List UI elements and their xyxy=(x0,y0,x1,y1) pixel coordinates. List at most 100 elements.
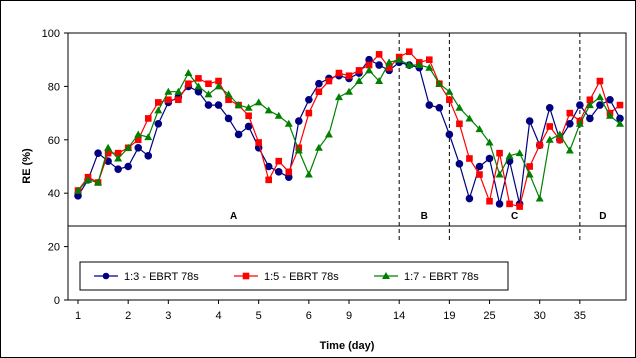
phase-label-a: A xyxy=(230,211,237,222)
legend-label: 1:7 - EBRT 78s xyxy=(404,271,479,283)
data-point xyxy=(264,106,273,114)
data-point xyxy=(144,115,152,122)
data-point xyxy=(154,99,162,106)
data-point xyxy=(445,87,454,95)
data-point xyxy=(185,80,192,88)
data-point xyxy=(325,77,333,85)
data-point xyxy=(215,77,222,85)
data-point xyxy=(74,186,82,194)
data-point xyxy=(234,130,243,139)
data-point xyxy=(495,200,504,208)
x-tick-label: 5 xyxy=(256,310,262,322)
x-tick-label: 35 xyxy=(574,310,586,322)
data-point xyxy=(114,165,122,173)
data-point xyxy=(304,170,313,178)
x-tick-label: 9 xyxy=(346,310,352,322)
x-axis-title: Time (day) xyxy=(320,340,375,352)
data-point xyxy=(456,120,463,128)
data-point xyxy=(245,112,252,120)
data-point xyxy=(114,154,123,162)
data-point xyxy=(274,168,283,176)
data-point xyxy=(485,154,494,163)
data-point xyxy=(94,178,103,186)
data-point xyxy=(164,87,173,95)
data-point xyxy=(244,122,253,131)
data-point xyxy=(475,162,484,171)
data-point xyxy=(385,64,393,72)
data-point xyxy=(586,96,594,104)
data-point xyxy=(546,123,554,130)
data-point xyxy=(516,203,523,210)
x-tick-label: 19 xyxy=(443,310,455,322)
data-point xyxy=(154,106,163,114)
data-point xyxy=(425,56,433,63)
data-point xyxy=(255,139,262,146)
data-point xyxy=(585,101,594,109)
data-point xyxy=(345,72,353,80)
data-point xyxy=(586,114,594,123)
y-tick-label: 0 xyxy=(54,295,60,307)
data-point xyxy=(495,170,504,178)
data-point xyxy=(455,160,464,168)
data-point xyxy=(506,200,513,208)
data-point xyxy=(195,75,202,82)
y-tick-label: 80 xyxy=(48,81,60,93)
data-point xyxy=(144,152,153,160)
data-point xyxy=(435,79,444,87)
data-point xyxy=(405,48,413,55)
data-point xyxy=(525,170,534,178)
x-tick-label: 6 xyxy=(306,310,312,322)
data-point xyxy=(265,176,273,184)
y-axis-title: RE (%) xyxy=(21,148,33,184)
data-point xyxy=(284,119,293,127)
data-point xyxy=(535,194,544,202)
data-point xyxy=(224,114,233,123)
data-point xyxy=(525,117,534,125)
data-point xyxy=(545,135,554,143)
data-point xyxy=(134,136,142,144)
data-point xyxy=(274,111,283,119)
data-point xyxy=(385,58,394,66)
data-point xyxy=(405,61,414,69)
data-point xyxy=(194,87,203,96)
data-point xyxy=(355,67,363,74)
x-tick-label: 1 xyxy=(75,310,81,322)
data-point xyxy=(486,197,493,205)
phase-markers: A B C D xyxy=(230,33,607,242)
legend-label: 1:5 - EBRT 78s xyxy=(264,271,339,283)
data-point xyxy=(496,149,503,157)
data-point xyxy=(315,88,323,96)
data-point xyxy=(515,149,524,157)
data-point xyxy=(475,125,484,133)
data-point xyxy=(124,143,133,151)
data-point xyxy=(144,133,153,141)
data-point xyxy=(335,69,343,77)
data-point xyxy=(466,155,473,162)
data-point xyxy=(415,61,424,69)
data-point xyxy=(605,111,614,119)
data-point xyxy=(545,103,554,112)
data-point xyxy=(555,130,564,138)
data-point xyxy=(314,143,323,151)
data-point xyxy=(224,90,233,98)
legend: 1:3 - EBRT 78s 1:5 - EBRT 78s 1:7 - EBRT 7… xyxy=(79,261,509,291)
x-tick-label: 30 xyxy=(534,310,546,322)
data-point xyxy=(345,87,353,95)
data-point xyxy=(536,141,544,149)
x-tick-label: 4 xyxy=(215,310,221,322)
data-point xyxy=(324,130,333,138)
data-point xyxy=(264,162,273,171)
phase-label-b: B xyxy=(421,211,428,222)
data-point xyxy=(596,77,604,85)
data-point xyxy=(365,66,374,74)
data-point xyxy=(104,143,113,151)
series-layer xyxy=(74,48,624,210)
data-point xyxy=(526,163,533,170)
data-point xyxy=(174,87,183,95)
y-tick-label: 40 xyxy=(48,188,60,200)
data-point xyxy=(616,101,624,109)
data-point xyxy=(606,95,614,104)
data-point xyxy=(446,96,453,104)
data-point xyxy=(566,119,574,128)
